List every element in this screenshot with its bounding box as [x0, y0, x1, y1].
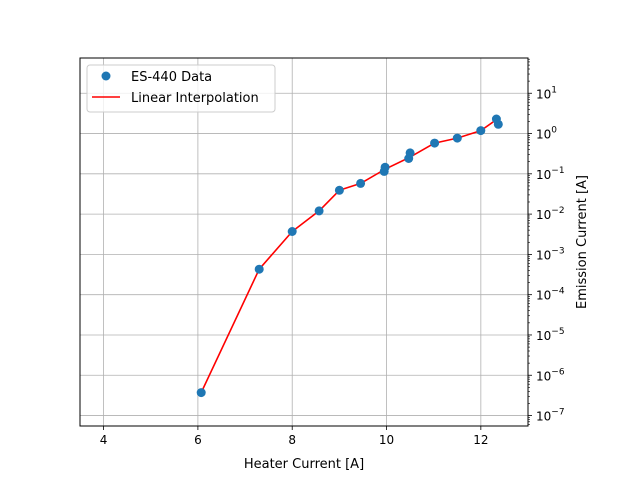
x-tick-label: 8 [288, 433, 296, 447]
legend-scatter-marker [101, 71, 111, 81]
y-axis-ticks: 10−7 10−6 10−5 10−4 10−3 10−2 10−1 100 101 [528, 58, 565, 425]
y-tick-label: 10−2 [536, 206, 565, 222]
legend-frame [86, 64, 276, 113]
y-tick-label: 101 [536, 85, 557, 101]
data-point [254, 264, 264, 274]
data-point [493, 119, 503, 129]
legend-label-data: ES-440 Data [131, 70, 212, 85]
data-point [314, 206, 324, 216]
legend-label-interpolation: Linear Interpolation [131, 91, 259, 106]
y-tick-label: 10−6 [536, 367, 565, 383]
data-point [452, 133, 462, 143]
legend: ES-440 Data Linear Interpolation [86, 64, 276, 113]
data-point [356, 178, 366, 188]
x-tick-label: 12 [473, 433, 488, 447]
data-point [287, 227, 297, 236]
data-point [476, 126, 486, 136]
data-points-group [196, 114, 503, 398]
y-tick-label: 10−1 [536, 166, 565, 182]
data-point [430, 138, 440, 148]
grid [80, 58, 528, 426]
data-point [380, 162, 390, 172]
y-tick-label: 10−3 [536, 246, 565, 262]
y-tick-label: 10−4 [536, 287, 565, 303]
x-tick-label: 4 [100, 433, 108, 447]
y-tick-label: 10−5 [536, 327, 565, 343]
y-tick-label: 100 [536, 126, 557, 142]
x-tick-label: 10 [379, 433, 394, 447]
data-point [405, 148, 415, 158]
y-axis-label: Emission Current [A] [575, 175, 590, 309]
x-axis-label: Heater Current [A] [244, 457, 364, 472]
x-axis-ticks: 4 6 8 10 12 [100, 426, 488, 447]
data-point [334, 185, 344, 195]
y-tick-label: 10−7 [536, 408, 565, 424]
x-tick-label: 6 [194, 433, 202, 447]
data-point [196, 388, 206, 398]
